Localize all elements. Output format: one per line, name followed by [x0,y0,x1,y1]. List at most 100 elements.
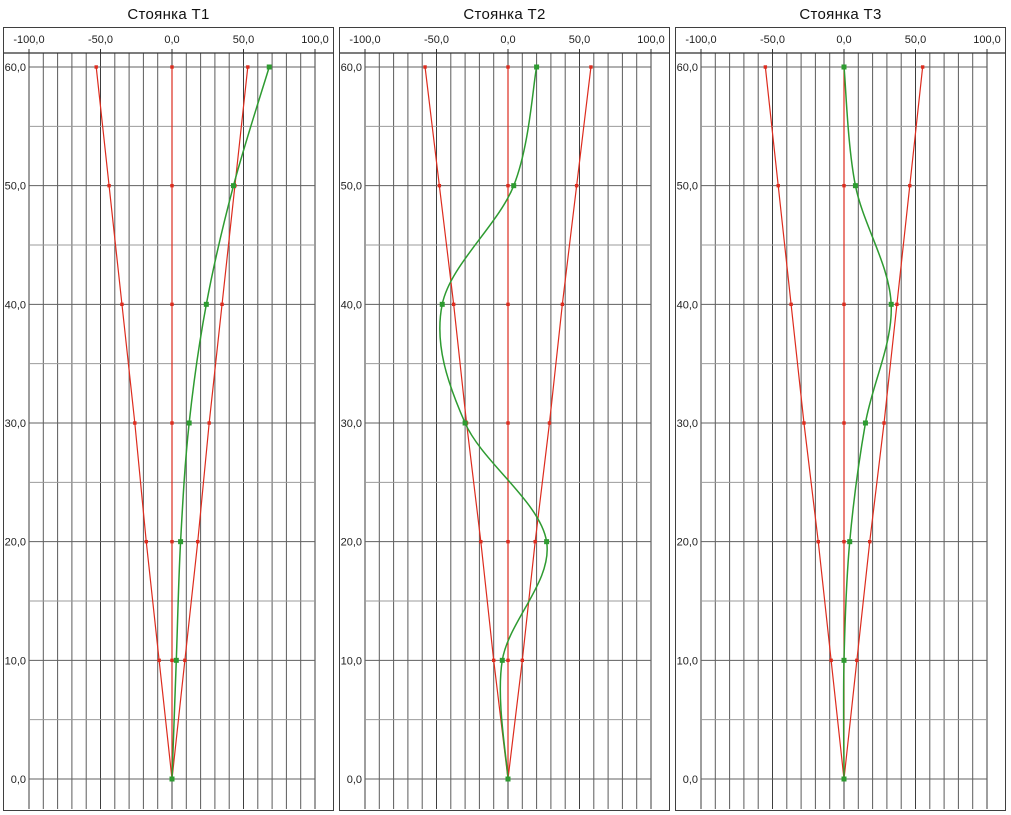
data-point-marker [479,539,483,544]
data-point-marker [423,65,427,69]
data-point-marker [170,65,174,69]
data-point-marker [506,421,510,425]
data-point-marker [170,539,174,544]
x-tick-label: 100,0 [637,34,665,46]
data-point-marker [144,539,148,544]
data-point-marker [170,658,174,663]
data-point-marker [852,183,858,189]
data-point-marker [266,64,272,70]
series-measured-drift [169,64,272,782]
y-tick-label: 20,0 [341,537,362,549]
data-point-marker [841,657,847,663]
y-tick-label: 40,0 [341,299,362,311]
data-point-marker [506,183,510,188]
series-measured-drift [841,64,894,782]
data-point-marker [842,539,846,544]
data-point-marker [220,302,224,307]
y-tick-label: 20,0 [677,537,698,549]
data-point-marker [842,421,846,425]
data-point-marker [170,183,174,188]
data-point-marker [173,657,179,663]
data-point-marker [842,302,846,307]
y-tick-label: 0,0 [683,774,698,786]
data-point-marker [439,301,445,307]
data-point-marker [511,183,517,189]
data-point-marker [763,65,768,69]
data-point-marker [506,658,510,663]
x-tick-label: 100,0 [973,34,1001,46]
y-tick-label: 40,0 [5,299,26,311]
y-tick-label: 30,0 [341,418,362,430]
data-point-marker [492,658,496,663]
data-point-marker [506,302,510,307]
data-point-marker [534,64,540,70]
data-point-marker [186,420,192,426]
chart-title-t1: Стоянка Т1 [127,6,210,23]
data-point-marker [841,64,847,70]
data-point-marker [789,302,793,307]
x-tick-label: -100,0 [685,34,716,46]
data-point-marker [505,776,511,782]
panel-border [339,27,670,811]
chart-panel-t3: Стоянка Т3 -100,0 -50,0 0,0 50,0 100,0 60,0 50… [675,3,1006,811]
x-tick-label: -100,0 [13,34,44,46]
drift-chart-t2: -100,0 -50,0 0,0 50,0 100,0 60,0 50,0 40,0 30,0 2… [339,27,670,811]
y-tick-label: 50,0 [5,181,26,193]
data-point-marker [107,183,111,188]
data-point-marker [94,65,98,69]
y-tick-label: 60,0 [677,62,698,74]
data-point-marker [451,302,456,307]
data-point-marker [520,658,524,663]
axis-labels: -100,0 -50,0 0,0 50,0 100,0 60,0 50,0 40,0 30,0 2… [5,34,329,786]
data-point-marker [847,539,853,545]
data-point-marker [157,658,161,663]
y-tick-label: 20,0 [5,537,26,549]
data-point-marker [842,183,846,188]
y-tick-label: 50,0 [341,181,362,193]
data-point-marker [506,539,510,544]
data-point-marker [829,658,833,663]
data-point-marker [574,183,579,188]
chart-title-t3: Стоянка Т3 [799,6,882,23]
axis-labels: -100,0 -50,0 0,0 50,0 100,0 60,0 50,0 40,0 30,0 2… [677,34,1001,786]
data-point-marker [895,302,899,307]
x-tick-label: 0,0 [164,34,179,46]
data-point-marker [203,301,209,307]
x-tick-label: 50,0 [233,34,254,46]
data-point-marker [462,420,468,426]
x-tick-label: 50,0 [905,34,926,46]
data-point-marker [560,302,565,307]
x-tick-label: -50,0 [760,34,785,46]
data-point-marker [862,420,868,426]
data-point-marker [196,539,200,544]
y-tick-label: 30,0 [677,418,698,430]
data-point-marker [841,776,847,782]
drift-chart-t1: -100,0 -50,0 0,0 50,0 100,0 60,0 50,0 40,0 30,0 2… [3,27,334,811]
y-tick-label: 50,0 [677,181,698,193]
data-point-marker [207,421,211,425]
data-point-marker [888,301,894,307]
data-point-marker [230,183,236,189]
data-point-marker [882,421,886,425]
panel-border [3,27,334,811]
data-point-marker [533,539,537,544]
data-point-marker [589,65,593,69]
data-point-marker [908,183,912,188]
data-point-marker [776,183,780,188]
chart-title-t2: Стоянка Т2 [463,6,546,23]
data-point-marker [547,421,552,425]
y-tick-label: 40,0 [677,299,698,311]
data-point-marker [499,657,505,663]
chart-panel-t1: Стоянка Т1 -100,0 -50,0 0,0 50,0 100,0 60,0 50… [3,3,334,811]
y-tick-label: 0,0 [11,774,26,786]
data-point-marker [920,65,925,69]
x-tick-label: 0,0 [500,34,515,46]
data-point-marker [868,539,872,544]
chart-panel-t2: Стоянка Т2 -100,0 -50,0 0,0 50,0 100,0 60,0 50… [339,3,670,811]
data-point-marker [133,421,137,425]
axis-labels: -100,0 -50,0 0,0 50,0 100,0 60,0 50,0 40,0 30,0 2… [341,34,665,786]
data-point-marker [544,539,550,545]
y-tick-label: 10,0 [677,655,698,667]
y-tick-label: 10,0 [5,655,26,667]
